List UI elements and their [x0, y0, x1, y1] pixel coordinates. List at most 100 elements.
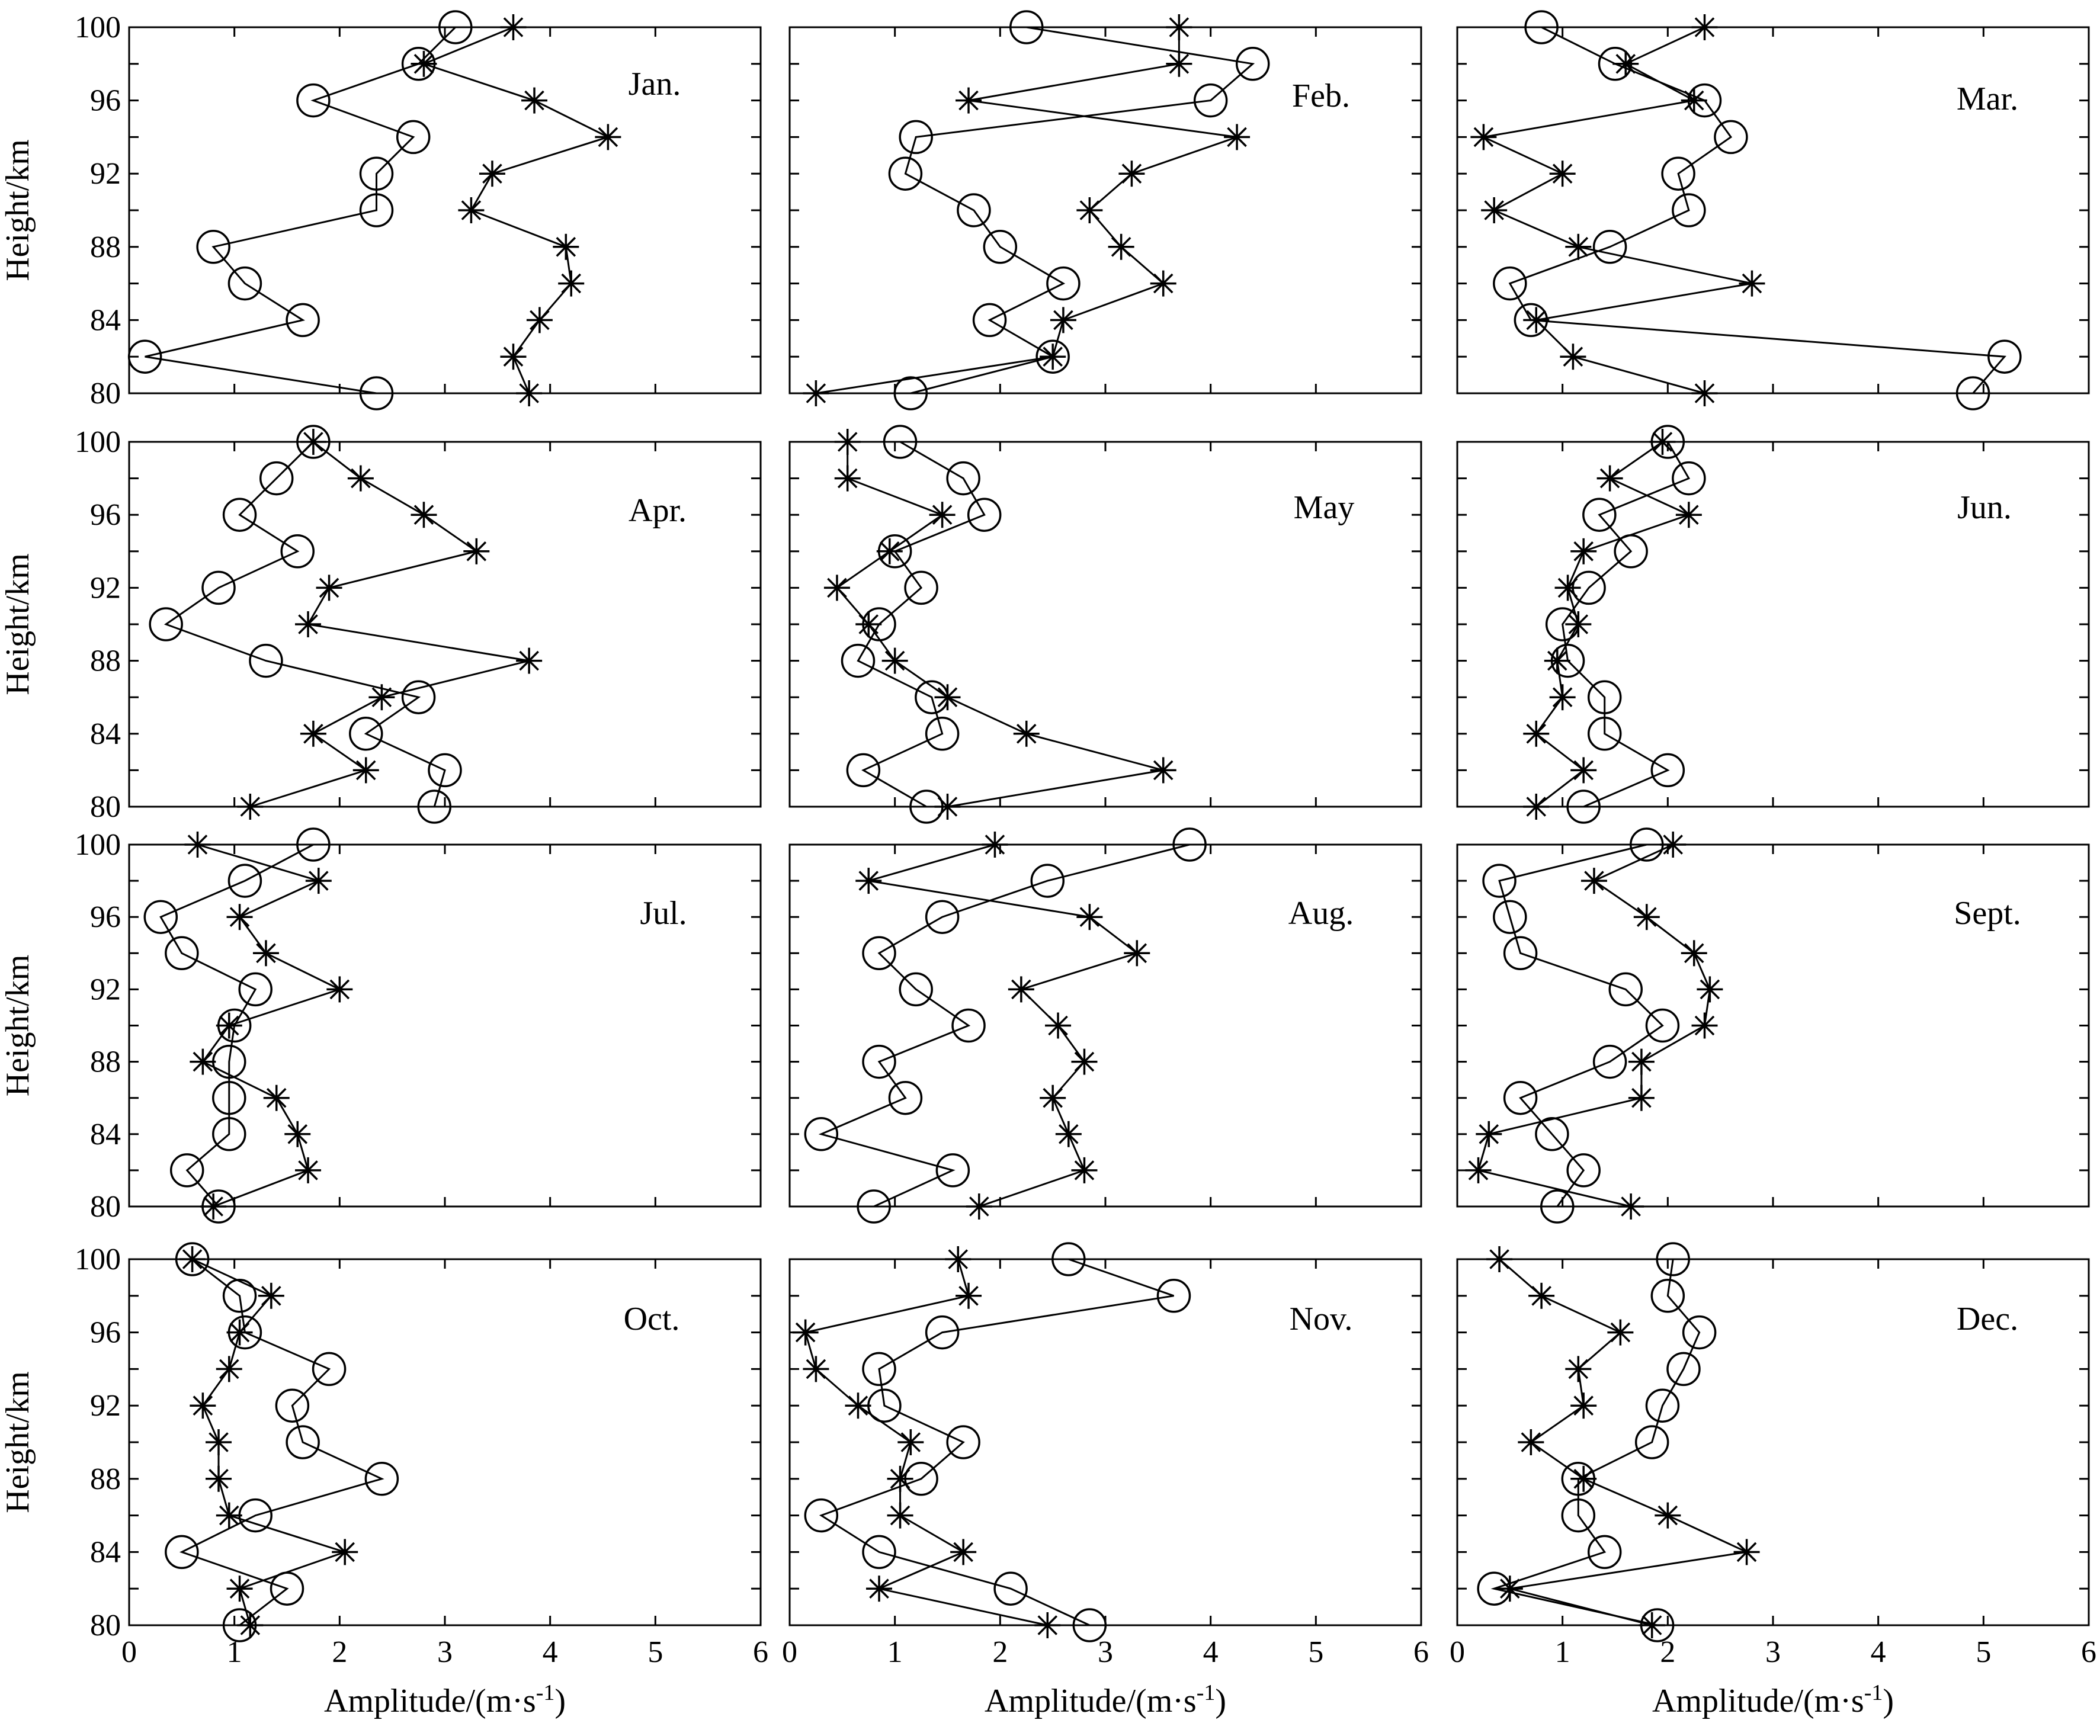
y-tick-label: 88	[90, 1462, 121, 1496]
asterisk-marker	[881, 647, 908, 674]
circle-marker	[1156, 1279, 1191, 1313]
panel-label: Oct.	[624, 1301, 680, 1337]
asterisk-marker	[1108, 233, 1134, 260]
y-tick-label: 100	[75, 425, 121, 459]
circle-marker	[165, 1535, 199, 1570]
circle-marker	[925, 1315, 960, 1350]
circle-marker	[804, 1498, 839, 1533]
asterisk-marker	[1476, 1121, 1502, 1147]
asterisk-marker	[1580, 868, 1607, 894]
circle-marker	[1193, 83, 1228, 118]
circle-marker	[935, 1153, 970, 1188]
circle-marker	[1587, 1535, 1622, 1570]
panel-label: Feb.	[1292, 78, 1350, 114]
asterisk-marker	[1628, 1048, 1655, 1075]
circle-marker	[1493, 900, 1527, 934]
asterisk-marker	[184, 832, 211, 858]
y-tick-label: 80	[90, 377, 121, 410]
x-tick-label: 3	[1765, 1635, 1781, 1669]
circle-marker	[1035, 339, 1070, 374]
asterisk-marker	[1549, 161, 1576, 187]
circle-marker	[349, 717, 383, 751]
circle-marker	[364, 1462, 399, 1496]
circle-marker	[983, 230, 1018, 264]
circle-marker	[222, 498, 257, 532]
series-line-circle	[1498, 843, 1664, 1207]
x-tick-label: 4	[543, 1635, 558, 1669]
circle-marker	[222, 1279, 257, 1313]
circle-marker	[1172, 827, 1207, 862]
panel-label: Jul.	[640, 895, 687, 932]
y-tick-label: 84	[90, 303, 121, 337]
asterisk-marker	[1486, 1246, 1513, 1272]
series-line-circle	[145, 26, 456, 394]
circle-marker	[401, 680, 436, 714]
asterisk-marker	[855, 611, 882, 637]
x-tick-label: 2	[992, 1635, 1008, 1669]
y-axis-label: Height/km	[0, 1371, 36, 1513]
asterisk-marker	[326, 976, 353, 1003]
asterisk-marker	[1071, 1048, 1098, 1075]
circle-marker	[1540, 1189, 1575, 1224]
asterisk-marker	[500, 344, 527, 370]
asterisk-marker	[1050, 307, 1076, 333]
asterisk-marker	[1124, 940, 1150, 967]
circle-marker	[227, 864, 262, 898]
asterisk-marker	[1076, 197, 1103, 223]
circle-marker	[359, 193, 394, 227]
circle-marker	[1587, 717, 1622, 751]
asterisk-marker	[1166, 50, 1192, 77]
y-axis-label: Height/km	[0, 553, 36, 695]
circle-marker	[275, 1388, 310, 1423]
circle-marker	[1582, 498, 1617, 532]
asterisk-marker	[1733, 1539, 1760, 1565]
asterisk-marker	[332, 1539, 358, 1565]
asterisk-marker	[823, 575, 850, 601]
asterisk-marker	[966, 1193, 992, 1220]
asterisk-marker	[1470, 124, 1497, 150]
asterisk-marker	[216, 1012, 242, 1039]
circle-marker	[196, 230, 230, 264]
asterisk-marker	[834, 465, 861, 492]
series-line-asterisk	[1480, 26, 1752, 394]
x-tick-label: 1	[887, 1635, 903, 1669]
asterisk-marker	[216, 1356, 242, 1382]
asterisk-marker	[803, 380, 829, 406]
asterisk-marker	[803, 1356, 829, 1382]
circle-marker	[1235, 47, 1270, 81]
panel-nov: 0 1 2 3 4 5 6 Nov. Amplitude/(m·s-1)	[782, 1242, 1429, 1719]
circle-marker	[951, 1008, 986, 1043]
asterisk-marker	[1649, 429, 1676, 455]
series-line-circle	[904, 26, 1255, 394]
circle-marker	[1046, 266, 1081, 301]
circle-marker	[1661, 156, 1695, 191]
panel-label: Jan.	[629, 66, 681, 102]
asterisk-marker	[1481, 197, 1508, 223]
x-tick-label: 4	[1871, 1635, 1886, 1669]
series-line-asterisk	[1535, 441, 1691, 808]
asterisk-marker	[1655, 1502, 1681, 1529]
asterisk-marker	[1570, 1465, 1597, 1492]
circle-marker	[957, 193, 991, 227]
circle-marker	[1608, 972, 1643, 1007]
asterisk-marker	[352, 757, 379, 784]
y-axis-label: Height/km	[0, 955, 36, 1097]
asterisk-marker	[368, 684, 395, 711]
circle-marker	[841, 643, 876, 678]
asterisk-marker	[1697, 976, 1723, 1003]
x-tick-label: 3	[437, 1635, 453, 1669]
circle-marker	[238, 972, 272, 1007]
panel-aug: Aug.	[788, 827, 1422, 1224]
circle-marker	[883, 425, 918, 459]
asterisk-marker	[1008, 976, 1034, 1003]
asterisk-marker	[1618, 1193, 1644, 1220]
panel-label: Aug.	[1288, 895, 1354, 932]
circle-marker	[972, 303, 1007, 338]
circle-marker	[1955, 376, 1990, 410]
asterisk-marker	[1523, 720, 1550, 747]
panel-may: May	[788, 425, 1422, 824]
x-axis-label: Amplitude/(m·s-1)	[324, 1680, 566, 1719]
asterisk-marker	[887, 1502, 913, 1529]
asterisk-marker	[179, 1246, 206, 1272]
